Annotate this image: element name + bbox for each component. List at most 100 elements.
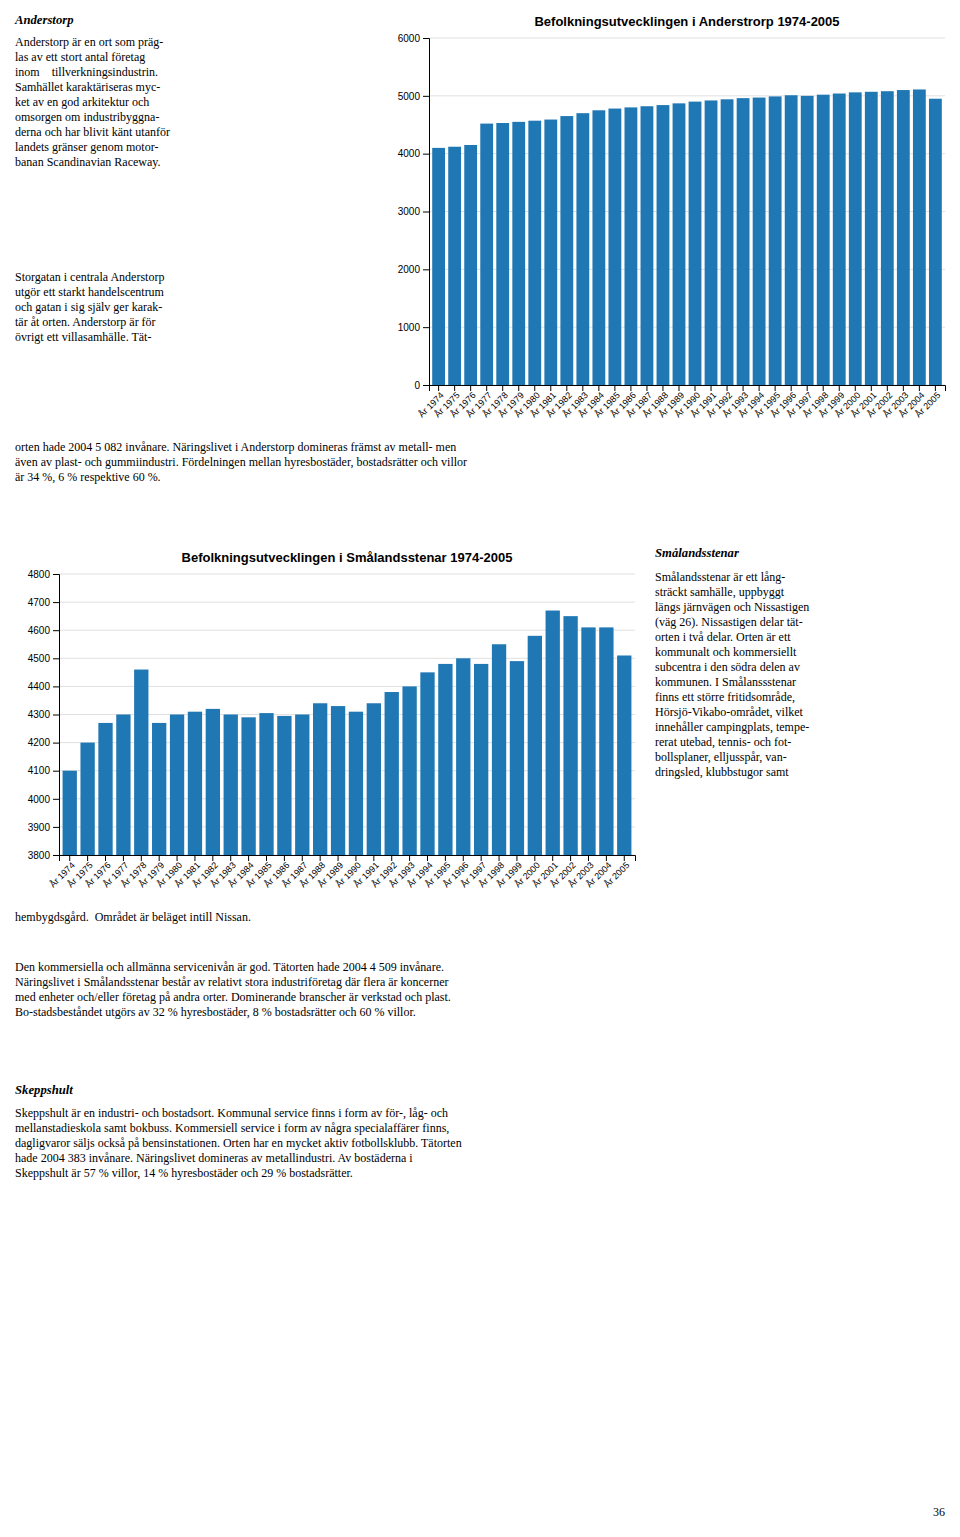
bar bbox=[188, 712, 202, 855]
y-tick: 4500 bbox=[28, 653, 59, 664]
chart: Befolkningsutvecklingen i Anderstrorp 19… bbox=[398, 14, 946, 420]
section-heading: Smålandsstenar bbox=[655, 546, 739, 562]
bar bbox=[865, 92, 878, 385]
y-tick-mark bbox=[423, 269, 429, 270]
y-tick-label: 3000 bbox=[398, 206, 421, 217]
body-text: Skeppshult är en industri- och bostadsor… bbox=[15, 1106, 462, 1181]
x-axis: År 1974År 1975År 1976År 1977År 1978År 19… bbox=[416, 385, 945, 420]
y-tick: 3800 bbox=[28, 850, 59, 861]
y-tick: 1000 bbox=[398, 322, 429, 333]
bar bbox=[753, 98, 766, 385]
bar bbox=[116, 715, 130, 856]
y-tick-label: 3800 bbox=[28, 850, 51, 861]
bars bbox=[432, 89, 942, 385]
bar bbox=[474, 664, 488, 855]
bar bbox=[608, 109, 621, 385]
bar bbox=[528, 636, 542, 855]
x-axis-line bbox=[430, 386, 946, 392]
y-tick: 4800 bbox=[28, 569, 59, 580]
bar bbox=[592, 110, 605, 385]
bar bbox=[641, 106, 654, 385]
y-tick: 4600 bbox=[28, 625, 59, 636]
bar bbox=[528, 121, 541, 385]
y-tick-mark bbox=[53, 771, 59, 772]
bar bbox=[367, 703, 381, 855]
bar bbox=[349, 712, 363, 855]
bar bbox=[420, 672, 434, 855]
y-tick-mark bbox=[423, 38, 429, 39]
bar bbox=[80, 743, 94, 855]
x-tick: År 2005 bbox=[913, 385, 942, 420]
bar bbox=[492, 644, 506, 855]
bar bbox=[897, 90, 910, 385]
bar bbox=[152, 723, 166, 855]
bar bbox=[432, 148, 445, 385]
y-tick: 4400 bbox=[28, 681, 59, 692]
y-tick-mark bbox=[53, 855, 59, 856]
grid-line bbox=[59, 602, 635, 603]
y-tick: 5000 bbox=[398, 91, 429, 102]
bar bbox=[929, 99, 942, 385]
y-tick-label: 4000 bbox=[28, 794, 51, 805]
y-tick-label: 4300 bbox=[28, 709, 51, 720]
bar bbox=[224, 715, 238, 856]
y-tick-mark bbox=[423, 212, 429, 213]
bar bbox=[331, 706, 345, 855]
y-tick-label: 5000 bbox=[398, 91, 421, 102]
bar bbox=[98, 723, 112, 855]
bar bbox=[625, 107, 638, 385]
bar bbox=[689, 102, 702, 385]
bar bbox=[576, 113, 589, 385]
y-tick-label: 4200 bbox=[28, 737, 51, 748]
bar bbox=[560, 116, 573, 385]
y-tick-mark bbox=[423, 385, 429, 386]
bar bbox=[402, 686, 416, 855]
bar bbox=[801, 96, 814, 385]
y-tick: 4100 bbox=[28, 765, 59, 776]
y-tick: 2000 bbox=[398, 264, 429, 275]
y-tick: 4200 bbox=[28, 737, 59, 748]
bar bbox=[313, 703, 327, 855]
y-tick-mark bbox=[53, 658, 59, 659]
y-tick-mark bbox=[423, 96, 429, 97]
bar bbox=[833, 94, 846, 385]
body-text: Anderstorp är en ort som präg- las av et… bbox=[15, 35, 170, 170]
bar bbox=[849, 92, 862, 385]
y-tick-label: 4000 bbox=[398, 148, 421, 159]
bar bbox=[881, 91, 894, 385]
y-axis: 0100020003000400050006000 bbox=[398, 33, 430, 391]
x-tick-label: År 2005 bbox=[602, 860, 631, 889]
chart-title: Befolkningsutvecklingen i Smålandsstenar… bbox=[182, 550, 513, 565]
y-tick: 3000 bbox=[398, 206, 429, 217]
x-tick: År 2005 bbox=[602, 855, 631, 890]
y-tick-label: 4800 bbox=[28, 569, 51, 580]
bar bbox=[510, 661, 524, 855]
bar bbox=[277, 716, 291, 855]
bar bbox=[134, 670, 148, 855]
y-tick-label: 3900 bbox=[28, 822, 51, 833]
y-tick-mark bbox=[53, 630, 59, 631]
bar bbox=[913, 89, 926, 385]
bar bbox=[785, 95, 798, 385]
bar bbox=[448, 147, 461, 385]
y-tick-label: 4500 bbox=[28, 653, 51, 664]
charts-canvas: Befolkningsutvecklingen i Anderstrorp 19… bbox=[0, 0, 960, 1537]
bar bbox=[259, 713, 273, 855]
y-tick-label: 0 bbox=[414, 380, 420, 391]
y-axis-line bbox=[423, 39, 430, 386]
body-text: Storgatan i centrala Anderstorp utgör et… bbox=[15, 270, 164, 345]
grid-line bbox=[429, 38, 945, 39]
y-tick-mark bbox=[53, 715, 59, 716]
bar bbox=[512, 122, 525, 385]
y-tick-mark bbox=[53, 799, 59, 800]
section-heading: Anderstorp bbox=[15, 13, 74, 29]
y-tick-mark bbox=[53, 686, 59, 687]
y-tick-label: 1000 bbox=[398, 322, 421, 333]
bar bbox=[599, 627, 613, 855]
y-tick-mark bbox=[53, 602, 59, 603]
bar bbox=[581, 627, 595, 855]
grid bbox=[429, 38, 945, 385]
grid-line bbox=[59, 574, 635, 575]
bar bbox=[546, 611, 560, 855]
y-tick: 4300 bbox=[28, 709, 59, 720]
